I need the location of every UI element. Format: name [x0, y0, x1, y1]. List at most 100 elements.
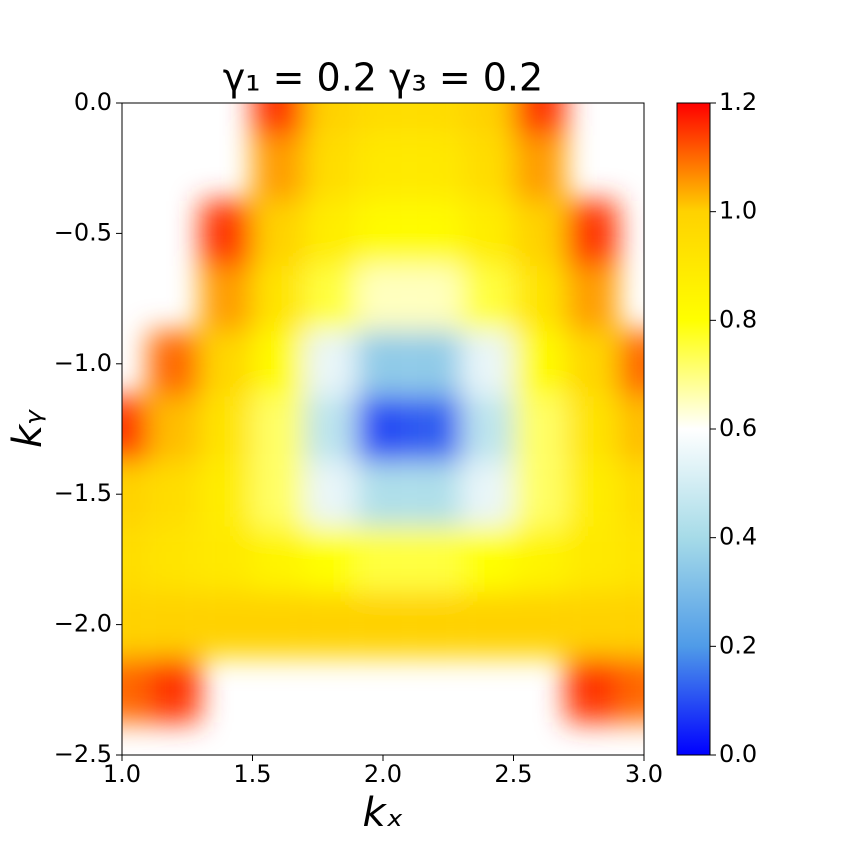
heat-cell	[252, 396, 305, 462]
heat-cell	[122, 461, 149, 527]
heat-cell	[252, 592, 305, 658]
heat-cell	[252, 331, 305, 397]
heat-cell	[356, 461, 410, 527]
heat-cell	[565, 526, 618, 592]
heat-cell	[617, 592, 644, 658]
heat-cell	[409, 135, 462, 201]
colorbar-tick-label: 0.2	[719, 631, 757, 659]
y-tick-label: −2.0	[54, 610, 112, 638]
heat-cell	[617, 526, 644, 592]
heat-cell	[617, 461, 644, 527]
heat-cell	[200, 592, 253, 658]
colorbar-tick-label: 0.6	[719, 414, 757, 442]
heat-cell	[252, 266, 305, 332]
heat-cell	[409, 103, 462, 136]
heat-cell	[356, 396, 410, 462]
heat-cell	[356, 592, 410, 658]
heat-cell	[304, 526, 357, 592]
heatmap	[122, 103, 644, 723]
heat-cell	[409, 331, 462, 397]
heat-cell	[565, 461, 618, 527]
heat-cell	[356, 526, 410, 592]
chart-title: γ₁ = 0.2 γ₃ = 0.2	[223, 56, 543, 100]
heat-cell	[200, 396, 253, 462]
heat-cell	[461, 526, 514, 592]
heat-cell	[304, 592, 357, 658]
heat-cell	[409, 592, 462, 658]
heat-cell	[200, 331, 253, 397]
heat-cell	[356, 103, 410, 136]
y-tick-label: −1.0	[54, 349, 112, 377]
heat-cell	[513, 103, 566, 136]
heat-cell	[409, 396, 462, 462]
heat-cell	[252, 135, 305, 201]
heat-cell	[461, 396, 514, 462]
heat-cell	[252, 461, 305, 527]
heat-cell	[122, 396, 149, 462]
heat-cell	[304, 135, 357, 201]
heat-cell	[252, 200, 305, 266]
heat-cell	[513, 526, 566, 592]
colorbar	[676, 102, 711, 756]
heat-cell	[461, 592, 514, 658]
heat-cell	[409, 526, 462, 592]
heat-cell	[304, 200, 357, 266]
heat-cell	[513, 592, 566, 658]
heat-cell	[461, 103, 514, 136]
heat-cell	[409, 266, 462, 332]
heat-cell	[565, 592, 618, 658]
heat-cell	[304, 103, 357, 136]
heat-cell	[461, 266, 514, 332]
x-tick-label: 3.0	[625, 760, 663, 788]
heat-cell	[513, 200, 566, 266]
heat-cell	[122, 592, 149, 658]
heat-cell	[122, 526, 149, 592]
heat-cell	[409, 200, 462, 266]
heat-cell	[252, 526, 305, 592]
heat-cell	[148, 526, 201, 592]
y-tick-label: −2.5	[54, 740, 112, 768]
heat-cell	[617, 657, 644, 723]
heat-cell	[461, 461, 514, 527]
heat-cell	[565, 200, 618, 266]
heat-cell	[513, 331, 566, 397]
x-axis-label: kₓ	[363, 790, 404, 836]
y-tick-label: −0.5	[54, 218, 112, 246]
heat-cell	[304, 461, 357, 527]
heat-cell	[617, 331, 644, 397]
heat-cell	[565, 657, 618, 723]
heat-cell	[565, 396, 618, 462]
heat-cell	[356, 266, 410, 332]
heat-cell	[122, 657, 149, 723]
heat-cell	[356, 200, 410, 266]
heat-cell	[565, 331, 618, 397]
heat-cell	[200, 266, 253, 332]
heat-cell	[148, 396, 201, 462]
heat-cell	[304, 396, 357, 462]
x-tick-label: 1.5	[233, 760, 271, 788]
heat-cell	[304, 331, 357, 397]
colorbar-tick-label: 1.2	[719, 88, 757, 116]
colorbar-tick-label: 1.0	[719, 197, 757, 225]
heat-cell	[200, 200, 253, 266]
x-tick-label: 2.0	[364, 760, 402, 788]
heat-cell	[356, 135, 410, 201]
heat-cell	[148, 331, 201, 397]
x-tick-label: 2.5	[494, 760, 532, 788]
y-tick-label: −1.5	[54, 479, 112, 507]
heat-cell	[513, 135, 566, 201]
heat-cell	[461, 135, 514, 201]
heat-cell	[409, 461, 462, 527]
y-tick-label: 0.0	[74, 88, 112, 116]
heat-cell	[200, 526, 253, 592]
heat-cell	[304, 266, 357, 332]
heat-cell	[617, 396, 644, 462]
heat-cell	[252, 103, 305, 136]
heat-cell	[565, 266, 618, 332]
heat-cell	[148, 461, 201, 527]
x-tick-label: 1.0	[103, 760, 141, 788]
heat-cell	[461, 200, 514, 266]
y-axis-label: kᵧ	[5, 409, 51, 448]
colorbar-tick-label: 0.0	[719, 740, 757, 768]
